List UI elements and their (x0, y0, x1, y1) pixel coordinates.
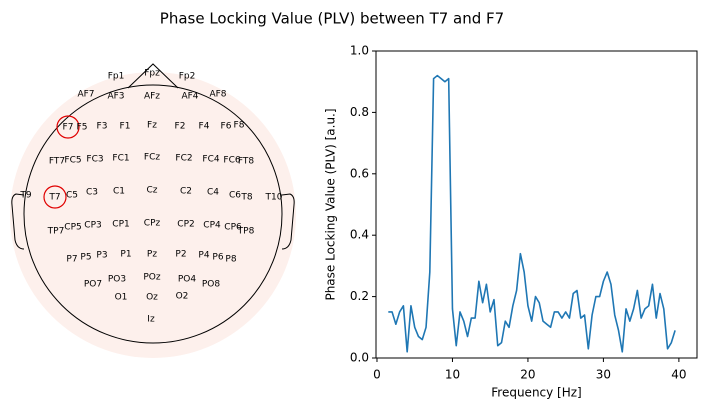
electrode-label: CP5 (64, 223, 81, 233)
figure-title: Phase Locking Value (PLV) between T7 and… (160, 10, 504, 28)
y-tick-label: 0.6 (350, 166, 369, 180)
electrode-label: P4 (198, 251, 209, 261)
electrode-label: FC4 (202, 155, 219, 165)
electrode-label: Fz (147, 121, 157, 131)
electrode-label: P8 (225, 255, 236, 265)
electrode-label: F6 (221, 122, 232, 132)
electrode-label: F4 (199, 122, 210, 132)
electrode-label: T9 (19, 191, 31, 201)
electrode-label: F2 (175, 122, 186, 132)
right-ear (281, 193, 295, 250)
electrode-label: T7 (48, 193, 60, 203)
x-tick-label: 0 (373, 368, 381, 382)
electrode-label: Pz (147, 250, 157, 260)
electrode-label: FC3 (86, 155, 103, 165)
electrode-label: P6 (212, 253, 223, 263)
left-ear (11, 193, 25, 250)
electrode-label: PO3 (108, 275, 126, 285)
x-tick-label: 20 (520, 368, 535, 382)
electrode-label: FC2 (175, 154, 192, 164)
electrode-label: P3 (96, 251, 107, 261)
electrode-label: F8 (234, 121, 245, 131)
x-tick-label: 10 (445, 368, 460, 382)
electrode-label: FT7 (49, 157, 65, 167)
electrode-label: F5 (77, 123, 88, 133)
electrode-label: AF3 (107, 92, 124, 102)
electrode-label: P7 (66, 255, 77, 265)
head-outline (23, 84, 283, 344)
electrode-label: PO8 (202, 280, 221, 290)
electrode-label: C3 (86, 188, 98, 198)
electrode-label: TP7 (47, 227, 65, 237)
highlight-ring (56, 115, 80, 139)
electrode-label: P2 (175, 250, 186, 260)
electrode-label: O1 (115, 293, 128, 303)
y-tick-label: 0.4 (350, 228, 369, 242)
electrode-label: CP3 (84, 221, 101, 231)
electrode-label: POz (143, 273, 161, 283)
electrode-label: Oz (146, 293, 158, 303)
electrode-label: Fp1 (108, 72, 125, 82)
x-tick-label: 40 (671, 368, 686, 382)
electrode-label: AF4 (181, 92, 198, 102)
electrode-label: T8 (240, 193, 252, 203)
electrode-label: PO7 (84, 280, 102, 290)
electrode-label: C5 (66, 191, 78, 201)
x-tick-label: 30 (596, 368, 611, 382)
electrode-label: C1 (113, 187, 125, 197)
electrode-label: Cz (146, 186, 157, 196)
electrode-label: CP4 (203, 221, 221, 231)
electrode-label: CP1 (112, 220, 129, 230)
y-tick-label: 0.2 (350, 289, 369, 303)
electrode-label: C4 (207, 188, 219, 198)
plot-frame (375, 50, 698, 359)
electrode-label: AF8 (209, 90, 226, 100)
y-tick-label: 0.0 (350, 351, 369, 365)
electrode-label: CPz (144, 219, 161, 229)
head (10, 63, 296, 358)
electrode-label: T10 (265, 193, 283, 203)
electrode-label: Iz (147, 315, 155, 325)
electrode-label: PO4 (178, 275, 197, 285)
electrode-label: Fpz (144, 69, 160, 79)
electrode-label: FCz (144, 153, 160, 163)
highlight-ring (43, 185, 67, 209)
nose (127, 63, 179, 89)
electrode-label: P5 (80, 253, 91, 263)
electrode-label: Fp2 (179, 72, 196, 82)
electrode-label: F1 (120, 122, 131, 132)
y-axis-label: Phase Locking Value (PLV) [a.u.] (324, 108, 338, 300)
plv-line (388, 74, 676, 353)
y-tick-label: 1.0 (350, 44, 369, 58)
electrode-label: P1 (120, 250, 131, 260)
electrode-label: FC5 (64, 156, 81, 166)
electrode-label: FC6 (223, 156, 240, 166)
y-tick-label: 0.8 (350, 105, 369, 119)
electrode-label: TP8 (237, 227, 255, 237)
electrode-label: CP2 (177, 220, 194, 230)
electrode-label: FT8 (238, 157, 255, 167)
electrode-label: CP6 (224, 223, 242, 233)
electrode-label: C6 (229, 191, 241, 201)
electrode-label: F3 (97, 122, 108, 132)
electrode-label: C2 (180, 187, 192, 197)
electrode-label: O2 (176, 292, 189, 302)
electrode-label: AF7 (77, 90, 94, 100)
electrode-label: FC1 (112, 154, 129, 164)
electrode-label: AFz (144, 92, 160, 102)
x-axis-label: Frequency [Hz] (491, 386, 582, 400)
electrode-label: F7 (63, 123, 74, 133)
head-fill (10, 72, 296, 358)
